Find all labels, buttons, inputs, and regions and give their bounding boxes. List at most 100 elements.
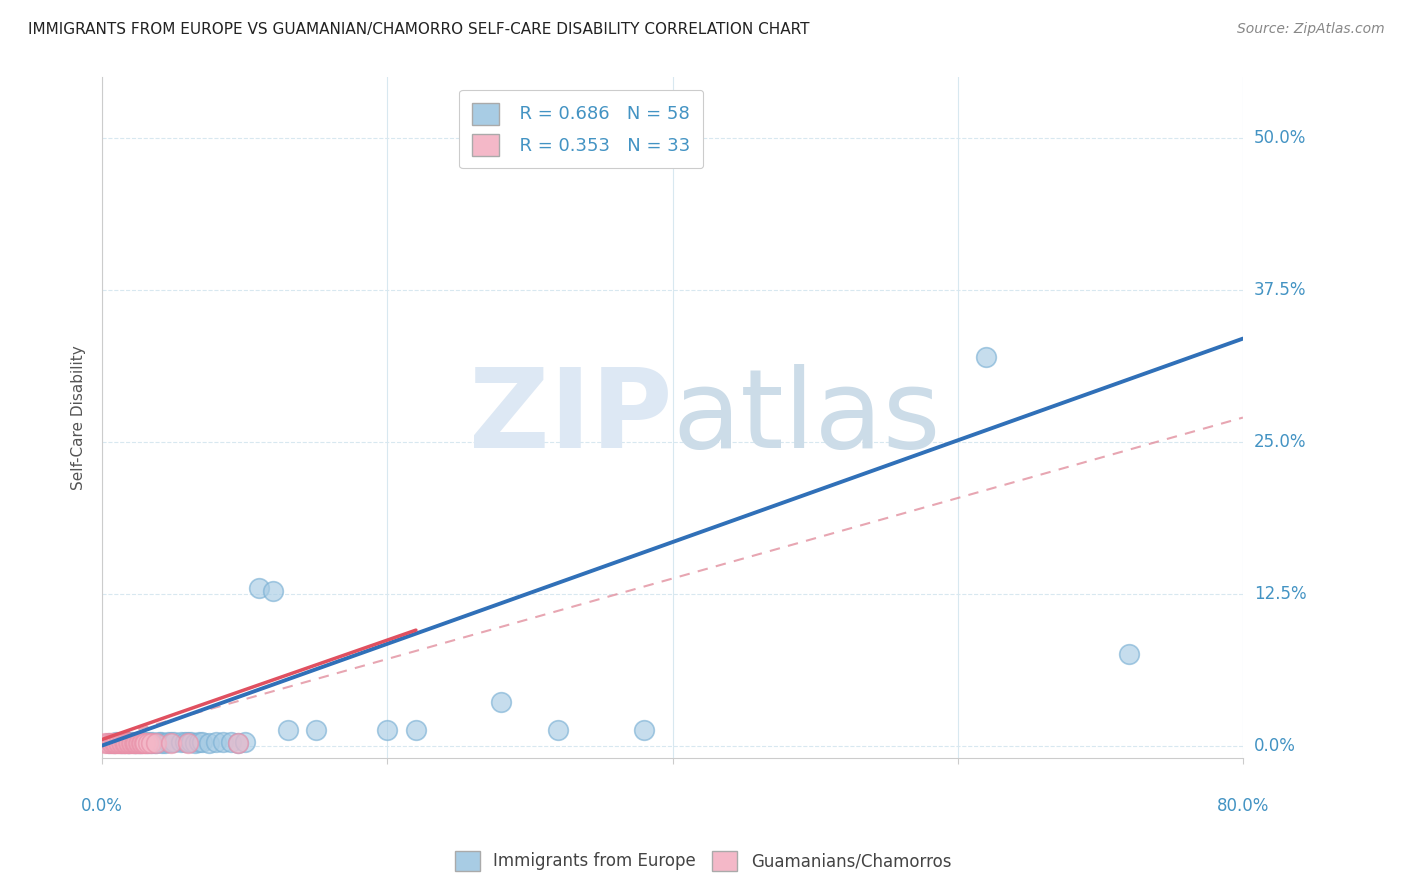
Point (141, 735, 163, 749)
Point (405, 723, 427, 737)
Point (184, 736, 207, 750)
Point (159, 736, 181, 750)
Point (219, 735, 242, 749)
Point (247, 581, 270, 595)
Text: 25.0%: 25.0% (1254, 433, 1306, 450)
Point (148, 735, 170, 749)
Point (114, 735, 136, 749)
Point (131, 735, 153, 749)
Point (205, 735, 228, 749)
Point (104, 736, 127, 750)
Point (127, 736, 149, 750)
Text: IMMIGRANTS FROM EUROPE VS GUAMANIAN/CHAMORRO SELF-CARE DISABILITY CORRELATION CH: IMMIGRANTS FROM EUROPE VS GUAMANIAN/CHAM… (28, 22, 810, 37)
Point (100, 736, 122, 750)
Point (129, 736, 152, 750)
Point (233, 735, 256, 749)
Point (136, 736, 159, 750)
Point (162, 735, 184, 749)
Point (169, 735, 191, 749)
Point (188, 735, 211, 749)
Point (97, 736, 120, 750)
Point (127, 735, 149, 749)
Point (174, 735, 197, 749)
Point (142, 736, 165, 750)
Point (107, 736, 129, 750)
Point (103, 736, 125, 750)
Point (226, 736, 249, 750)
Point (177, 735, 200, 749)
Point (112, 736, 135, 750)
Point (128, 736, 150, 750)
Point (139, 736, 162, 750)
Point (134, 735, 156, 749)
Text: Source: ZipAtlas.com: Source: ZipAtlas.com (1237, 22, 1385, 37)
Point (122, 736, 145, 750)
Point (110, 736, 132, 750)
Point (121, 735, 143, 749)
Point (114, 736, 136, 750)
Text: 0.0%: 0.0% (1254, 737, 1296, 755)
Point (120, 736, 142, 750)
Point (491, 695, 513, 709)
Point (105, 736, 128, 750)
Point (177, 736, 200, 750)
Text: ZIP: ZIP (470, 364, 672, 471)
Point (108, 736, 131, 750)
Point (277, 723, 299, 737)
Point (129, 736, 152, 750)
Point (150, 736, 173, 750)
Point (156, 735, 179, 749)
Point (122, 736, 145, 750)
Point (110, 736, 132, 750)
Point (118, 736, 141, 750)
Point (136, 736, 159, 750)
Point (125, 736, 148, 750)
Point (1118, 648, 1140, 662)
Legend:   R = 0.686   N = 58,   R = 0.353   N = 33: R = 0.686 N = 58, R = 0.353 N = 33 (460, 90, 703, 169)
Point (124, 735, 146, 749)
Point (547, 723, 569, 737)
Point (149, 735, 172, 749)
Point (115, 735, 138, 749)
Point (198, 736, 221, 750)
Point (180, 735, 202, 749)
Point (115, 736, 138, 750)
Point (117, 736, 139, 750)
Point (118, 736, 141, 750)
Text: 37.5%: 37.5% (1254, 281, 1306, 299)
Point (212, 735, 235, 749)
Point (138, 735, 160, 749)
Point (94, 736, 117, 750)
Point (111, 736, 134, 750)
Point (108, 735, 131, 749)
Point (191, 735, 214, 749)
Point (135, 736, 157, 750)
Point (377, 723, 399, 737)
Point (131, 736, 153, 750)
Point (132, 736, 155, 750)
Point (117, 736, 139, 750)
Point (153, 736, 176, 750)
Point (134, 736, 156, 750)
Text: atlas: atlas (672, 364, 941, 471)
Point (103, 736, 125, 750)
Text: 0.0%: 0.0% (82, 797, 124, 814)
Point (145, 736, 167, 750)
Point (139, 736, 162, 750)
Text: 50.0%: 50.0% (1254, 129, 1306, 147)
Legend: Immigrants from Europe, Guamanians/Chamorros: Immigrants from Europe, Guamanians/Chamo… (446, 842, 960, 880)
Point (633, 723, 655, 737)
Point (101, 736, 124, 750)
Point (262, 584, 284, 599)
Point (128, 736, 150, 750)
Point (105, 735, 128, 749)
Point (124, 736, 146, 750)
Point (145, 736, 167, 750)
Point (121, 736, 143, 750)
Point (305, 723, 328, 737)
Point (226, 736, 249, 750)
Text: 12.5%: 12.5% (1254, 584, 1306, 603)
Point (974, 350, 997, 364)
Point (125, 736, 148, 750)
Point (159, 735, 181, 749)
